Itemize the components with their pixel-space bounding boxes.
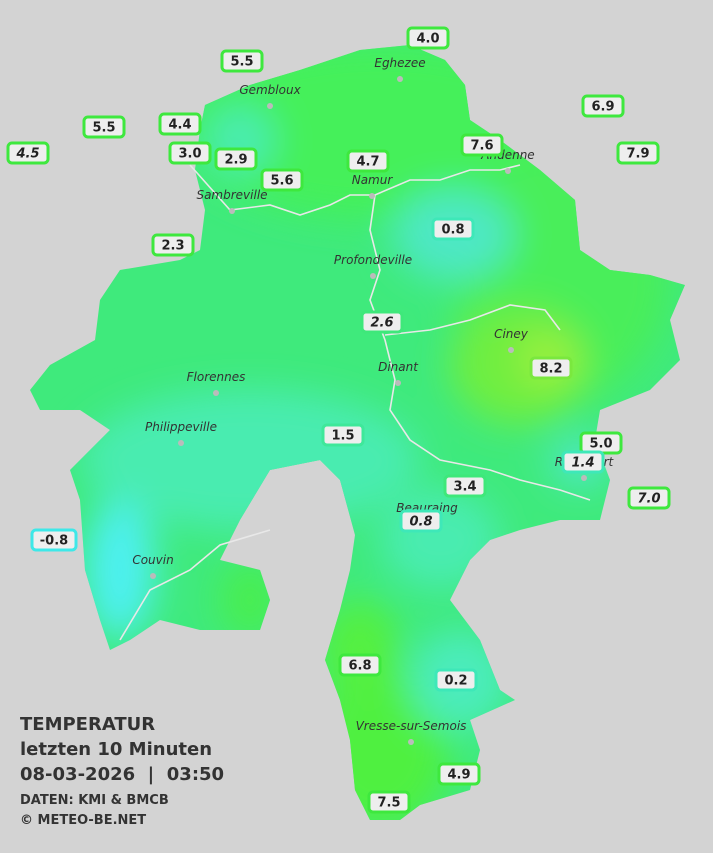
station-box	[460, 133, 504, 157]
station-box	[360, 310, 404, 334]
rivers	[119, 164, 591, 641]
station-value: 5.0	[589, 437, 612, 452]
station-value: 5.5	[92, 121, 115, 136]
station-box	[581, 94, 625, 118]
city-name: Philippeville	[145, 420, 217, 434]
city-name: Namur	[352, 173, 394, 187]
station-box	[434, 668, 478, 692]
station-value: 4.9	[447, 768, 470, 783]
station-box	[406, 26, 450, 50]
info-title: TEMPERATUR	[20, 714, 155, 735]
station-value: 6.9	[591, 100, 614, 115]
city-dot	[395, 380, 401, 386]
info-datetime: 08-03-2026 | 03:50	[20, 764, 224, 785]
station-box	[346, 149, 390, 173]
station-box	[214, 147, 258, 171]
city-name: Profondeville	[334, 253, 412, 267]
station-value: 7.0	[637, 492, 660, 507]
station-box	[627, 486, 671, 510]
station-value: 1.5	[331, 429, 354, 444]
station-value: 4.0	[416, 32, 439, 47]
station-value: 4.7	[356, 155, 379, 170]
station-value: -0.8	[40, 534, 68, 549]
city-dot	[178, 440, 184, 446]
station-value: 0.8	[409, 515, 432, 530]
station-box	[399, 509, 443, 533]
city-name: Florennes	[187, 370, 246, 384]
city-name: Ciney	[494, 327, 529, 341]
info-period: letzten 10 Minuten	[20, 739, 212, 760]
station-value: 2.9	[224, 153, 247, 168]
station-box	[220, 49, 264, 73]
city-dot	[408, 739, 414, 745]
station-value: 4.5	[15, 147, 39, 162]
station-box	[30, 528, 78, 552]
city-name: Dinant	[378, 360, 419, 374]
station-value: 5.5	[230, 55, 253, 70]
station-value: 0.8	[441, 223, 464, 238]
city-dot	[229, 208, 235, 214]
info-source: DATEN: KMI & BMCB	[20, 793, 169, 808]
station-value: 3.0	[178, 147, 201, 162]
info-copyright: © METEO-BE.NET	[20, 813, 146, 828]
city-name: Sambreville	[196, 188, 267, 202]
station-box	[443, 474, 487, 498]
station-box	[6, 141, 50, 165]
station-box	[151, 233, 195, 257]
station-value: 4.4	[168, 118, 191, 133]
station-box	[367, 790, 411, 814]
city-dot	[150, 573, 156, 579]
city-dot	[213, 390, 219, 396]
station-value: 8.2	[539, 362, 562, 377]
station-box	[158, 112, 202, 136]
station-box	[431, 217, 475, 241]
city-dot	[397, 76, 403, 82]
city-name: Vresse-sur-Semois	[356, 719, 467, 733]
station-value: 7.9	[626, 147, 649, 162]
city-dot	[505, 168, 511, 174]
station-box	[529, 356, 573, 380]
station-value: 1.4	[571, 456, 594, 471]
city-dot	[581, 475, 587, 481]
city-dot	[370, 273, 376, 279]
station-box	[168, 141, 212, 165]
station-value: 0.2	[444, 674, 467, 689]
station-box	[437, 762, 481, 786]
station-box	[561, 450, 605, 474]
city-dot	[508, 347, 514, 353]
station-box	[82, 115, 126, 139]
station-value: 2.6	[370, 316, 393, 331]
station-value: 5.6	[270, 174, 293, 189]
station-value: 7.6	[470, 139, 493, 154]
city-dot	[267, 103, 273, 109]
city-dot	[369, 193, 375, 199]
station-box	[616, 141, 660, 165]
station-box	[321, 423, 365, 447]
station-value: 3.4	[453, 480, 476, 495]
station-value: 2.3	[161, 239, 184, 254]
station-box	[260, 168, 304, 192]
station-value: 6.8	[348, 659, 371, 674]
station-box	[338, 653, 382, 677]
city-name: Gembloux	[239, 83, 301, 97]
city-name: Eghezee	[374, 56, 425, 70]
station-value: 7.5	[377, 796, 400, 811]
city-name: Couvin	[132, 553, 173, 567]
